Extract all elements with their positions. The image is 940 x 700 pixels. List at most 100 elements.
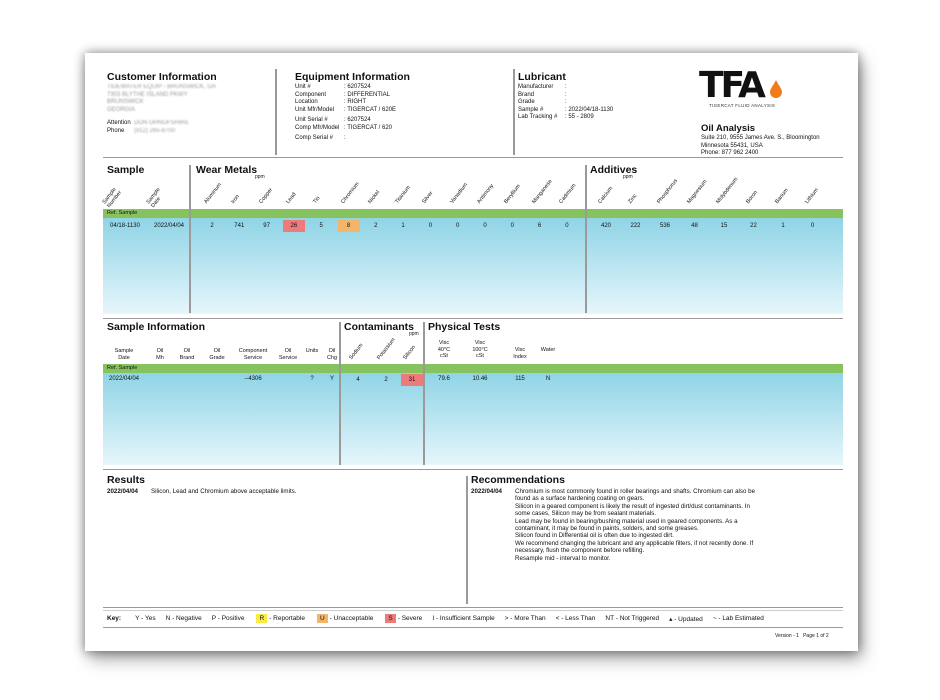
contaminant-value: 2	[384, 377, 388, 383]
contaminants-unit: ppm	[409, 331, 419, 337]
section2-rule	[103, 469, 843, 470]
key-legend: Key: Y - Yes N - Negative P - Positive R…	[107, 614, 764, 623]
contaminant-value: 31	[401, 374, 423, 386]
wear-metal-col-header: Antimony	[476, 183, 496, 205]
additive-value: 22	[750, 223, 757, 229]
sample-value: 2022/04/04	[153, 223, 185, 229]
wear-metal-col-header: Copper	[257, 187, 274, 205]
ref-sample-bar-1: Ref. Sample	[103, 209, 843, 218]
ref-sample-bar-2: Ref. Sample	[103, 364, 843, 373]
additive-col-header: Boron	[744, 189, 759, 205]
contaminant-col-header: Sodium	[348, 342, 365, 361]
section2-data-area	[103, 373, 843, 465]
wear-metals-title: Wear Metals	[196, 164, 258, 176]
additive-col-header: Phosphorus	[656, 178, 680, 205]
wear-metal-col-header: Cadmium	[558, 182, 578, 205]
results-entry: 2022/04/04 Silicon, Lead and Chromium abo…	[107, 488, 297, 495]
sample-title: Sample	[107, 164, 145, 176]
customer-contact: Attention DON OHNOFSHIRE Phone (912) 265-8…	[107, 120, 190, 134]
physical-tests-title: Physical Tests	[428, 321, 501, 333]
wear-metal-value: 97	[263, 223, 270, 229]
sample-col-header: Sample Date	[145, 186, 163, 209]
wear-metal-value: 741	[234, 223, 245, 229]
sample-info-value: ?	[310, 376, 314, 382]
recommendations-title: Recommendations	[471, 474, 565, 486]
wear-metal-value: 2	[210, 223, 214, 229]
additive-value: 420	[600, 223, 611, 229]
section1-divider-2	[585, 165, 587, 313]
section1-data-area	[103, 218, 843, 314]
wear-metal-value: 0	[456, 223, 460, 229]
physical-value: 115	[515, 376, 525, 382]
contaminant-col-header: Silicon	[402, 344, 417, 361]
additive-col-header: Molybdenum	[715, 176, 740, 205]
recommendations-entry: 2022/04/04 Chromium is most commonly fou…	[471, 488, 756, 562]
oil-drop-icon	[770, 80, 782, 98]
tfa-logo: TFA TIGERCAT FLUID ANALYSIS	[699, 68, 782, 108]
wear-metal-value: 5	[319, 223, 323, 229]
additive-col-header: Magnesium	[685, 178, 709, 205]
logo-subtitle: TIGERCAT FLUID ANALYSIS	[709, 103, 776, 108]
wear-metal-col-header: Chromium	[339, 181, 361, 205]
header-divider-2	[513, 69, 515, 155]
sample-info-col-header: Oil Service	[278, 348, 298, 361]
equipment-title: Equipment Information	[295, 71, 410, 83]
wear-metal-col-header: Tin	[312, 195, 322, 205]
wear-metal-value: 6	[537, 223, 542, 229]
contaminants-title: Contaminants	[344, 321, 415, 333]
additive-value: 15	[720, 223, 728, 229]
wear-metal-col-header: Iron	[230, 193, 242, 205]
additives-title: Additives	[590, 164, 638, 176]
wear-metal-value: 8	[337, 220, 360, 232]
section2-divider-1	[339, 322, 341, 465]
additive-col-header: Calcium	[597, 185, 615, 205]
severe-badge: S	[385, 614, 396, 623]
wear-metal-value: 0	[510, 223, 514, 229]
wear-metal-value: 0	[565, 223, 569, 229]
sample-info-value: --4306	[244, 376, 262, 382]
wear-metal-value: 0	[483, 223, 487, 229]
equipment-info: Unit #: 6207524 Component: DIFFERENTIAL …	[295, 84, 397, 141]
additive-value: 222	[630, 223, 641, 229]
sample-value: 04/18-1130	[110, 223, 140, 229]
lab-title: Oil Analysis	[701, 123, 756, 134]
results-title: Results	[107, 474, 145, 486]
wear-metal-col-header: Nickel	[367, 189, 382, 205]
contaminant-col-header: Potassium	[376, 337, 397, 361]
additive-col-header: Barium	[774, 187, 790, 205]
page-footer: Version - 1 Page 1 of 2	[775, 633, 829, 639]
sample-info-title: Sample Information	[107, 321, 206, 333]
physical-col-header: Visc 40°C cSt	[437, 340, 451, 359]
physical-value: 79.6	[438, 376, 450, 382]
sample-info-col-header: Component Service	[238, 348, 268, 361]
wear-metal-col-header: Lead	[285, 191, 298, 205]
additive-value: 0	[810, 223, 815, 229]
additive-col-header: Lithium	[803, 187, 820, 205]
additive-col-header: Zinc	[626, 193, 638, 205]
wear-metal-col-header: Manganese	[530, 178, 554, 205]
wear-metal-col-header: Beryllium	[503, 183, 523, 205]
header-divider-1	[275, 69, 277, 155]
sample-info-value: 2022/04/04	[108, 376, 140, 382]
physical-value: 10.46	[472, 376, 488, 382]
physical-col-header: Water	[540, 347, 556, 353]
sample-info-value: Y	[329, 376, 334, 382]
sample-info-col-header: Sample Date	[114, 348, 134, 361]
report-page: Customer Information TIDEWATER EQUIP - B…	[85, 53, 858, 651]
contaminant-value: 4	[356, 377, 360, 383]
physical-value: N	[545, 376, 551, 382]
section2-divider-2	[423, 322, 425, 465]
section1-rule	[103, 318, 843, 319]
additive-value: 536	[659, 223, 670, 229]
unacceptable-badge: U	[316, 614, 328, 623]
wear-metal-col-header: Titanium	[394, 184, 412, 205]
sample-info-col-header: Units	[305, 348, 319, 354]
lab-address: Suite 210, 9555 James Ave. S., Bloomingt…	[701, 135, 820, 156]
customer-title: Customer Information	[107, 71, 217, 83]
reportable-badge: R	[256, 614, 268, 623]
sample-info-col-header: Oil Mh	[156, 348, 164, 361]
results-divider	[466, 476, 468, 604]
results-rule	[103, 607, 843, 608]
additive-value: 1	[781, 223, 785, 229]
sample-info-col-header: Oil Chg	[326, 348, 338, 361]
